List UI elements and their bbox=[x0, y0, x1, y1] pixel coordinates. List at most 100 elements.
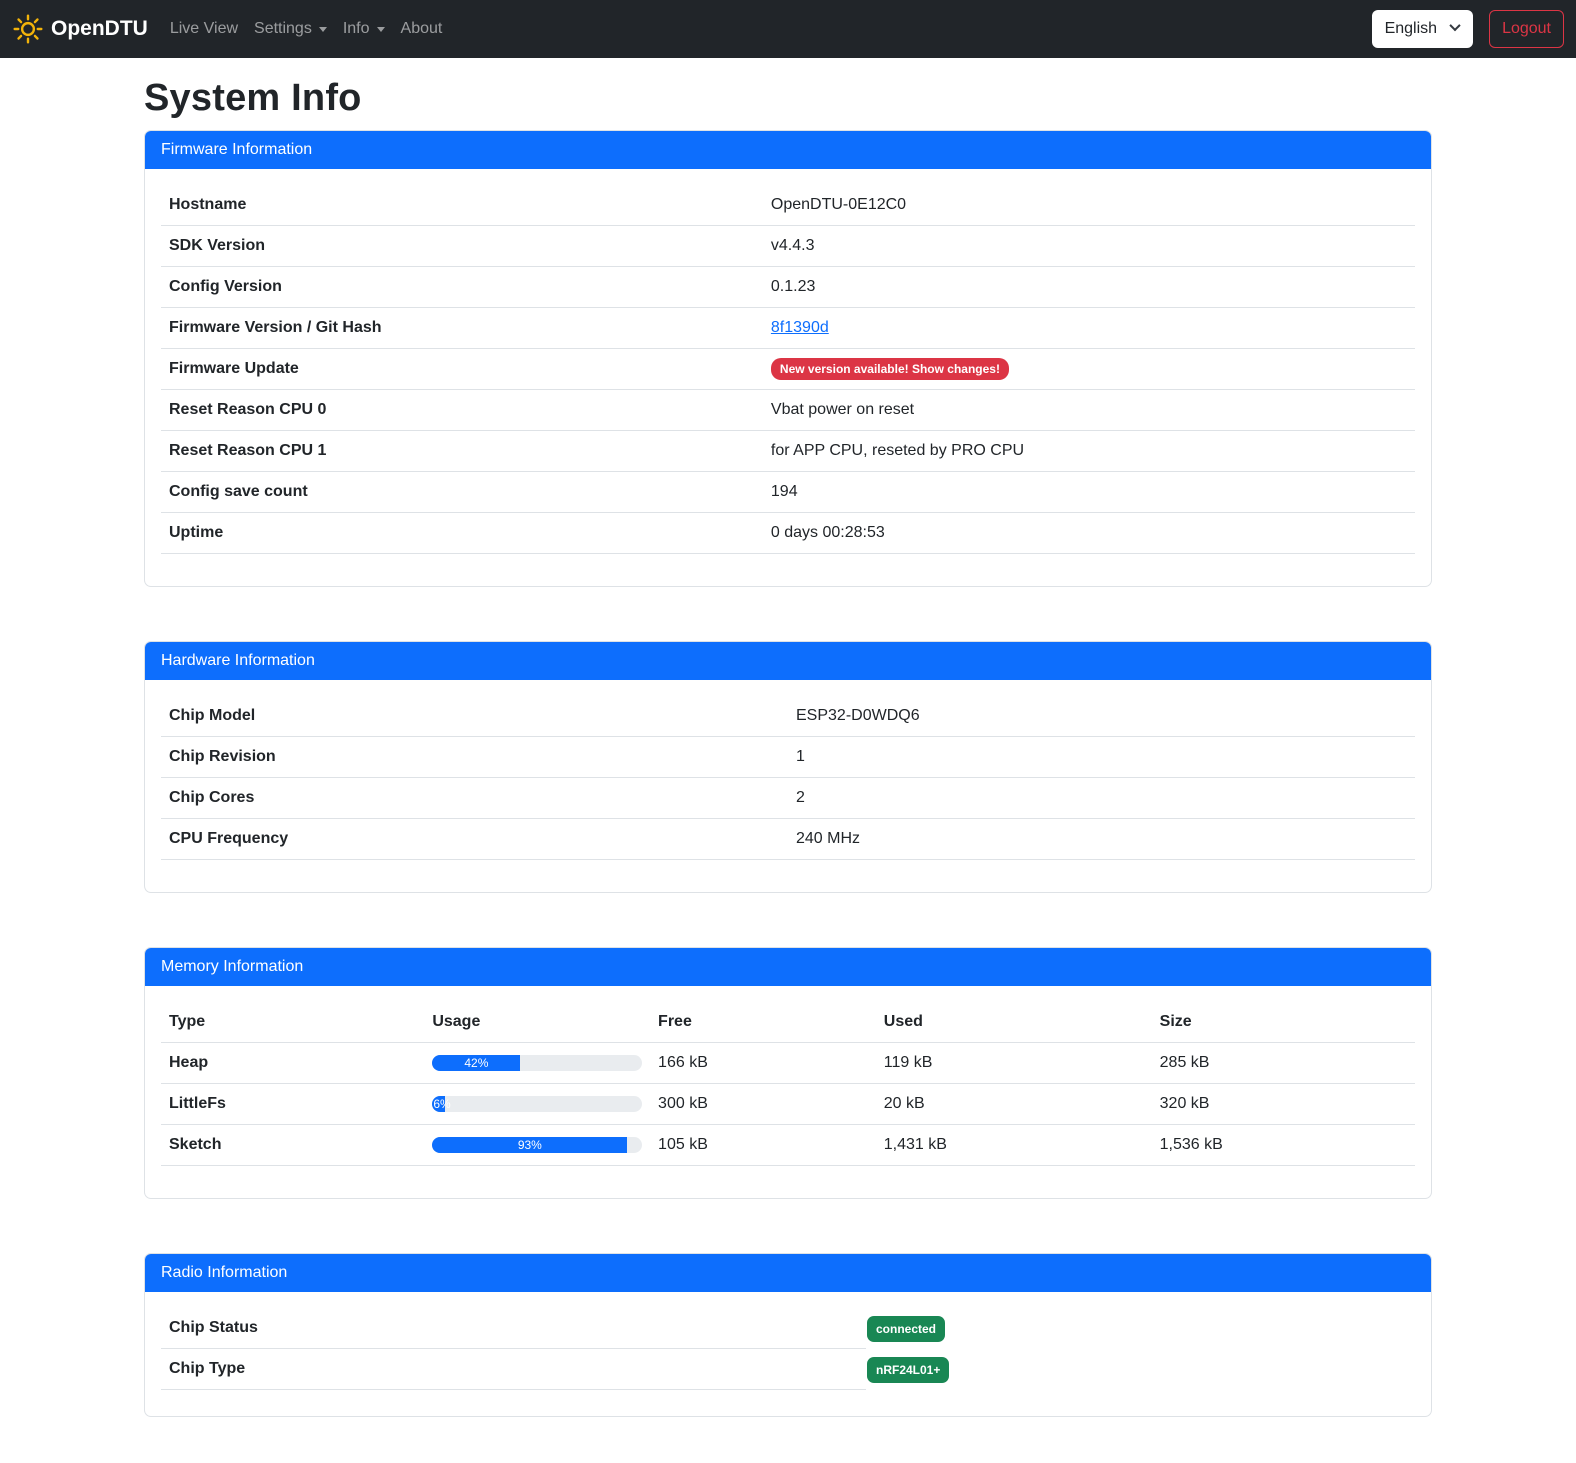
memory-usage-cell: 93% bbox=[424, 1124, 651, 1166]
main-content: System Info Firmware Information Hostnam… bbox=[144, 77, 1432, 1417]
info-value: 240 MHz bbox=[788, 818, 1415, 860]
nav-item-settings[interactable]: Settings bbox=[246, 12, 335, 46]
memory-col-type: Type bbox=[161, 1002, 425, 1043]
info-row: Hostname OpenDTU-0E12C0 bbox=[161, 185, 1415, 226]
memory-col-free: Free bbox=[650, 1002, 876, 1043]
info-value-text: v4.4.3 bbox=[770, 237, 815, 254]
firmware-information-card: Firmware Information Hostname OpenDTU-0E1… bbox=[144, 130, 1432, 587]
info-label: Uptime bbox=[161, 512, 763, 554]
info-label: Firmware Update bbox=[161, 348, 763, 390]
hardware-card-header: Hardware Information bbox=[145, 642, 1431, 680]
radio-information-card: Radio Information Chip Status connected Ch… bbox=[144, 1253, 1432, 1417]
firmware-card-header: Firmware Information bbox=[145, 131, 1431, 169]
navbar: OpenDTU Live View Settings Info About En… bbox=[0, 0, 1576, 58]
info-label: Config save count bbox=[161, 471, 763, 513]
nav-item-settings-label: Settings bbox=[254, 20, 312, 37]
info-row: Chip Revision 1 bbox=[161, 736, 1415, 778]
usage-progress-track: 6% bbox=[432, 1096, 643, 1112]
info-row: Firmware Update New version available! Sh… bbox=[161, 348, 1415, 390]
memory-col-used: Used bbox=[875, 1002, 1152, 1043]
nav-item-live-view[interactable]: Live View bbox=[169, 20, 239, 37]
info-label: Firmware Version / Git Hash bbox=[161, 307, 763, 349]
hardware-information-card: Hardware Information Chip Model ESP32-D0W… bbox=[144, 641, 1432, 893]
memory-table-header-row: Type Usage Free Used Size bbox=[161, 1002, 1415, 1043]
usage-percent-label: 6% bbox=[433, 1097, 451, 1111]
memory-table: Type Usage Free Used Size Heap 42% 166 kB 1… bbox=[161, 1002, 1415, 1166]
info-row: Reset Reason CPU 1 for APP CPU, reseted b… bbox=[161, 430, 1415, 472]
info-label: SDK Version bbox=[161, 225, 763, 267]
info-label: CPU Frequency bbox=[161, 818, 788, 860]
language-select-value: English bbox=[1384, 20, 1438, 37]
info-value: for APP CPU, reseted by PRO CPU bbox=[762, 430, 1415, 472]
info-value-text: 240 MHz bbox=[796, 830, 861, 847]
chevron-down-icon bbox=[376, 26, 385, 32]
info-row: Config save count 194 bbox=[161, 471, 1415, 513]
info-value: 0 days 00:28:53 bbox=[762, 512, 1415, 554]
memory-free-value: 105 kB bbox=[650, 1124, 876, 1166]
hardware-card-body: Chip Model ESP32-D0WDQ6 Chip Revision 1 Chip… bbox=[145, 680, 1431, 892]
usage-progress-bar: 42% bbox=[432, 1055, 521, 1071]
language-select[interactable]: English bbox=[1371, 10, 1474, 48]
info-value-text: Vbat power on reset bbox=[770, 401, 915, 418]
info-value-text: 0.1.23 bbox=[770, 278, 816, 295]
chevron-down-icon bbox=[1449, 19, 1461, 32]
usage-progress-bar: 93% bbox=[432, 1137, 628, 1153]
sun-icon bbox=[13, 14, 43, 44]
memory-free-value: 300 kB bbox=[650, 1083, 876, 1125]
info-row: Firmware Version / Git Hash 8f1390d bbox=[161, 307, 1415, 349]
usage-progress-track: 42% bbox=[432, 1055, 643, 1071]
info-value-text: ESP32-D0WDQ6 bbox=[796, 707, 920, 724]
nav-item-about[interactable]: About bbox=[400, 20, 443, 37]
brand[interactable]: OpenDTU bbox=[12, 13, 148, 45]
radio-badge-cell: nRF24L01+ bbox=[866, 1353, 950, 1387]
memory-col-usage: Usage bbox=[424, 1002, 651, 1043]
info-value: 0.1.23 bbox=[762, 266, 1415, 308]
memory-used-value: 119 kB bbox=[875, 1042, 1152, 1084]
info-row: Reset Reason CPU 0 Vbat power on reset bbox=[161, 389, 1415, 431]
status-badge: nRF24L01+ bbox=[867, 1356, 950, 1383]
memory-size-value: 1,536 kB bbox=[1151, 1124, 1415, 1166]
nav-item-info[interactable]: Info bbox=[335, 12, 393, 46]
memory-col-size: Size bbox=[1151, 1002, 1415, 1043]
info-value: 1 bbox=[788, 736, 1415, 778]
brand-label: OpenDTU bbox=[51, 17, 148, 40]
memory-type-label: Heap bbox=[161, 1042, 425, 1084]
info-label: Config Version bbox=[161, 266, 763, 308]
info-value: 2 bbox=[788, 777, 1415, 819]
info-label: Reset Reason CPU 0 bbox=[161, 389, 763, 431]
page-title: System Info bbox=[144, 77, 362, 119]
memory-free-value: 166 kB bbox=[650, 1042, 876, 1084]
chevron-down-icon bbox=[318, 26, 327, 32]
firmware-card-body: Hostname OpenDTU-0E12C0 SDK Version v4.4.3 C… bbox=[145, 169, 1431, 586]
radio-row-label: Chip Type bbox=[161, 1349, 866, 1390]
info-value-text: 0 days 00:28:53 bbox=[770, 524, 885, 541]
info-value: 8f1390d bbox=[762, 307, 1415, 349]
memory-size-value: 285 kB bbox=[1151, 1042, 1415, 1084]
memory-used-value: 20 kB bbox=[875, 1083, 1152, 1125]
nav-item-info-label: Info bbox=[342, 20, 370, 37]
radio-row-label: Chip Status bbox=[161, 1308, 866, 1349]
info-value-text: OpenDTU-0E12C0 bbox=[770, 196, 907, 213]
info-value: ESP32-D0WDQ6 bbox=[788, 696, 1415, 737]
firmware-table: Hostname OpenDTU-0E12C0 SDK Version v4.4.3 C… bbox=[161, 185, 1415, 554]
info-value-text: 1 bbox=[796, 748, 805, 765]
memory-row: Heap 42% 166 kB 119 kB 285 kB bbox=[161, 1042, 1415, 1084]
memory-type-label: Sketch bbox=[161, 1124, 425, 1166]
memory-usage-cell: 6% bbox=[424, 1083, 651, 1125]
info-value-text: 194 bbox=[770, 483, 798, 500]
memory-usage-cell: 42% bbox=[424, 1042, 651, 1084]
memory-row: LittleFs 6% 300 kB 20 kB 320 kB bbox=[161, 1083, 1415, 1125]
status-badge: connected bbox=[867, 1315, 946, 1342]
memory-card-header: Memory Information bbox=[145, 948, 1431, 986]
memory-information-card: Memory Information Type Usage Free Used … bbox=[144, 947, 1432, 1199]
logout-button[interactable]: Logout bbox=[1489, 10, 1564, 48]
firmware-update-badge[interactable]: New version available! Show changes! bbox=[770, 358, 1009, 380]
usage-progress-bar: 6% bbox=[432, 1096, 451, 1112]
radio-table: Chip Status connected Chip Type nRF24L01+ bbox=[161, 1308, 1415, 1390]
radio-badge-cell: connected bbox=[866, 1312, 946, 1346]
git-hash-link[interactable]: 8f1390d bbox=[770, 319, 829, 336]
info-row: Uptime 0 days 00:28:53 bbox=[161, 512, 1415, 554]
info-row: Chip Model ESP32-D0WDQ6 bbox=[161, 696, 1415, 737]
info-label: Chip Cores bbox=[161, 777, 788, 819]
info-label: Hostname bbox=[161, 185, 763, 226]
